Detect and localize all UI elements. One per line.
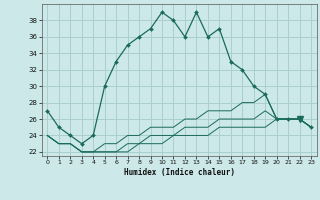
X-axis label: Humidex (Indice chaleur): Humidex (Indice chaleur) <box>124 168 235 177</box>
